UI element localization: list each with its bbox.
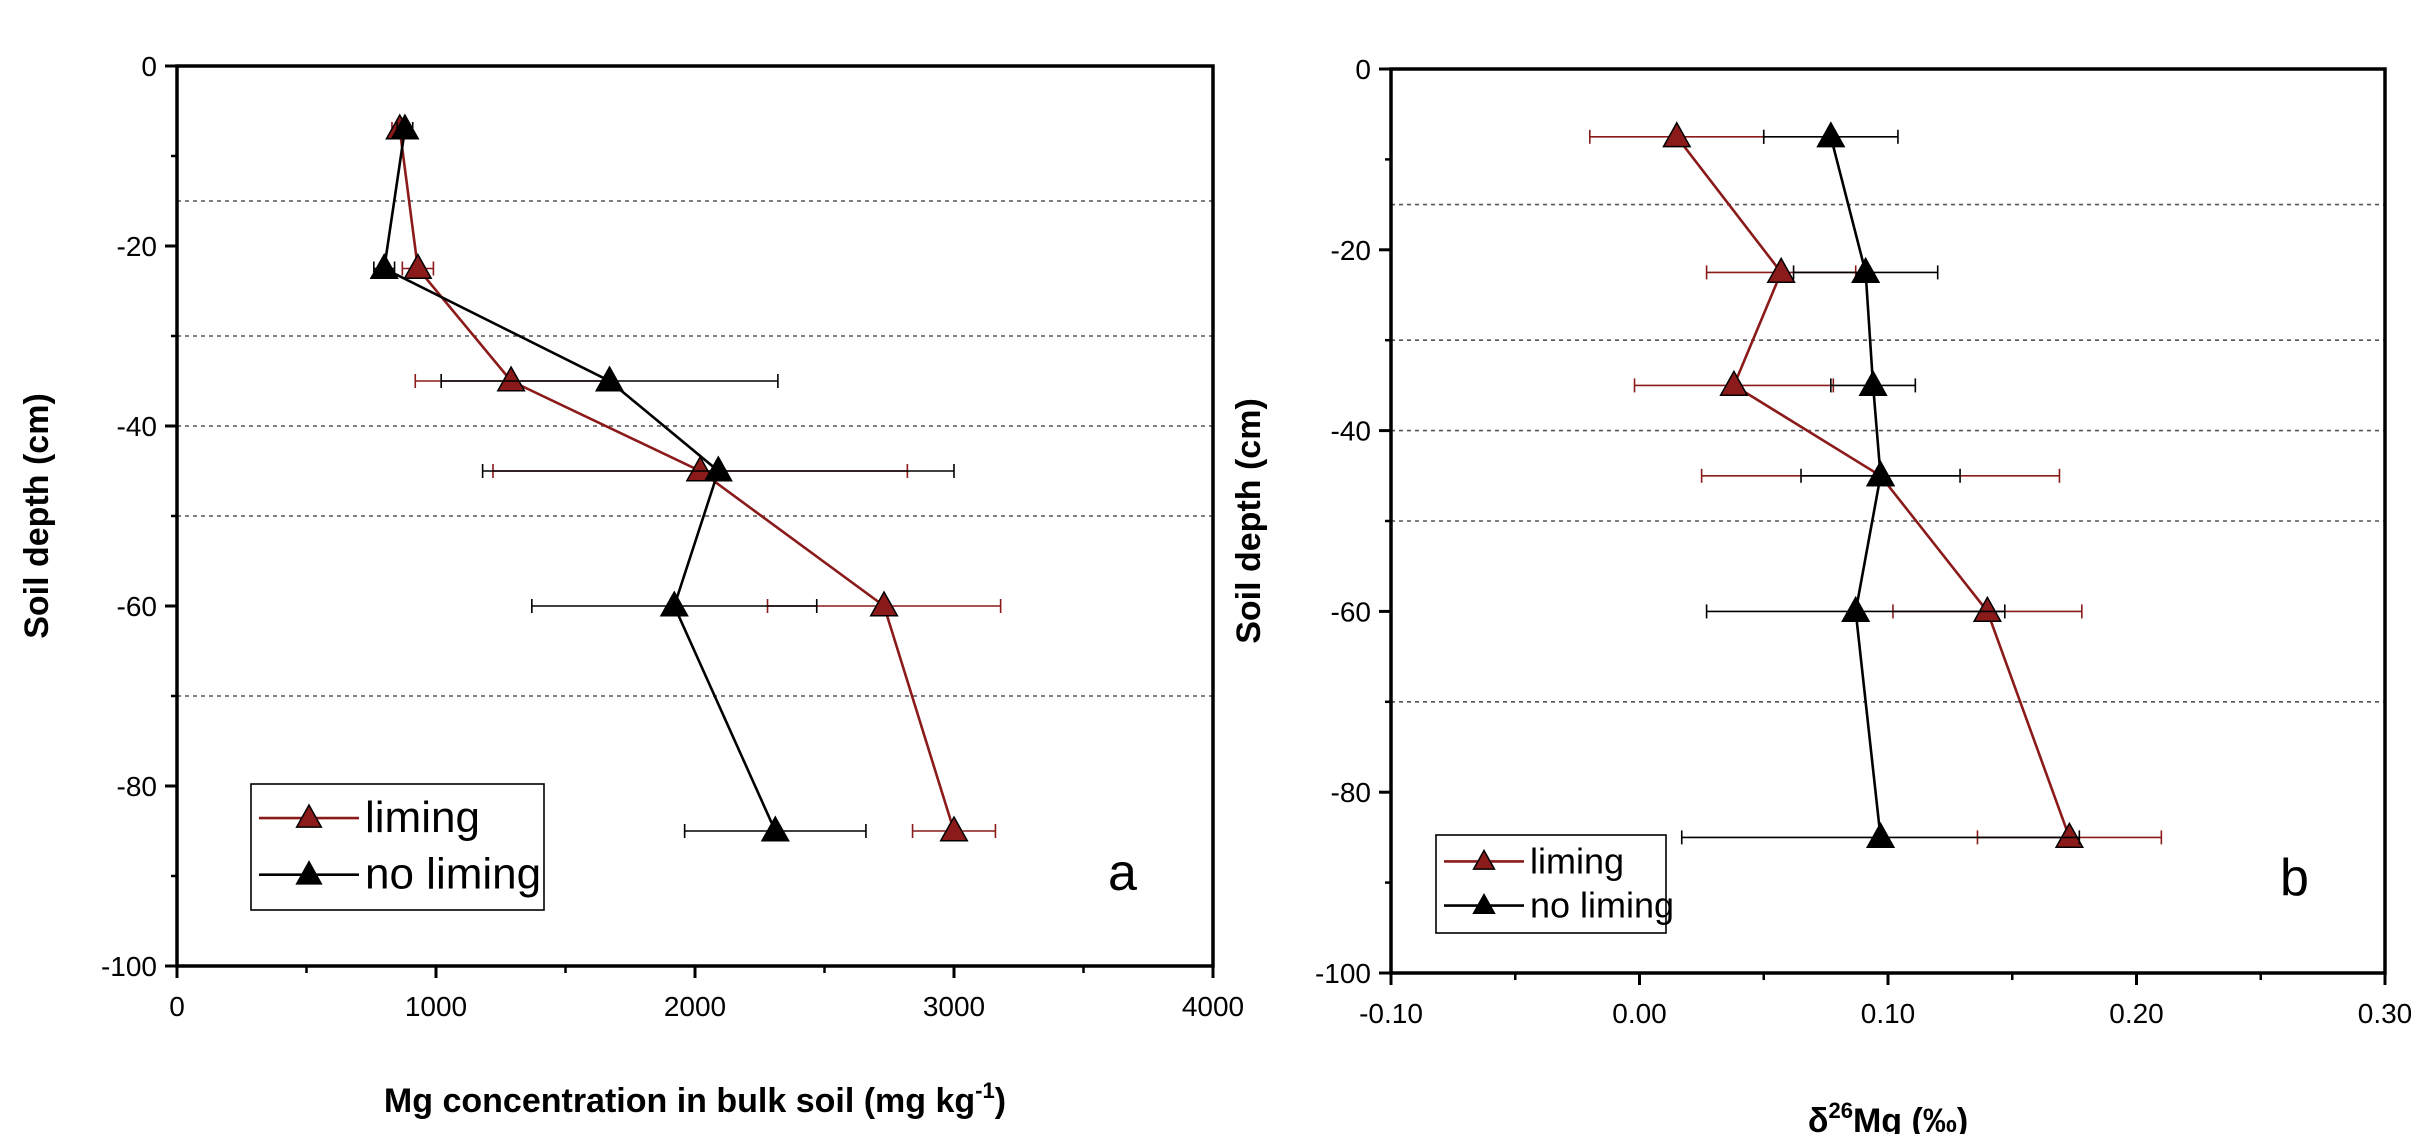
series-line-no-liming: [382, 128, 777, 832]
x-tick-label: 4000: [1182, 991, 1244, 1022]
y-tick-label: -40: [117, 411, 157, 442]
panel-letter: a: [1108, 844, 1137, 902]
data-point-no-liming: [1851, 256, 1881, 283]
data-point-no-liming: [659, 590, 689, 617]
data-point-no-liming: [1816, 121, 1846, 148]
x-axis-title-main: Mg concentration in bulk soil (mg kg: [384, 1082, 975, 1120]
y-tick-label: -80: [1331, 777, 1371, 808]
y-tick-label: -100: [1315, 958, 1371, 989]
y-tick-label: -100: [101, 951, 157, 982]
x-tick-label: 0.10: [1861, 998, 1916, 1029]
y-tick-label: -20: [117, 231, 157, 262]
x-tick-label: 0.30: [2358, 998, 2411, 1029]
data-point-liming: [403, 252, 433, 280]
data-point-liming: [939, 815, 969, 842]
x-tick-label: -0.10: [1359, 998, 1423, 1029]
legend-label: liming: [1530, 840, 1624, 881]
panel-a-chart: 0 -20 -40 -60 -80 -100 0 1000 2000 3000 4000 Soil d…: [18, 51, 1244, 1120]
x-tick-label: 0.00: [1612, 998, 1667, 1029]
x-tick-label: 0.20: [2109, 998, 2164, 1029]
data-point-liming: [869, 590, 899, 617]
data-point-no-liming: [703, 455, 733, 482]
data-point-no-liming: [1841, 595, 1871, 622]
series-line-no-liming: [1829, 136, 1882, 838]
data-point-liming: [1662, 121, 1692, 148]
x-axis-title-end: ): [995, 1082, 1006, 1120]
x-tick-label: 3000: [923, 991, 985, 1022]
y-axis-title: Soil depth (cm): [18, 393, 56, 639]
data-point-no-liming: [1858, 369, 1888, 396]
data-point-no-liming: [1865, 460, 1896, 487]
legend-box: [250, 783, 545, 911]
y-axis-title: Soil depth (cm): [1230, 398, 1268, 644]
y-tick-label: -80: [117, 771, 157, 802]
x-tick-label: 0: [169, 991, 185, 1022]
legend-label: no liming: [365, 850, 541, 899]
legend-marker: [295, 803, 323, 828]
legend-marker: [295, 860, 323, 885]
y-tick-label: -20: [1331, 235, 1371, 266]
data-point-liming: [1719, 369, 1749, 396]
data-point-no-liming: [594, 365, 625, 392]
legend-label: liming: [365, 793, 480, 842]
data-point-liming: [496, 365, 526, 392]
data-point-liming: [685, 455, 715, 482]
panel-letter: b: [2280, 849, 2309, 907]
y-tick-label: 0: [1355, 54, 1371, 85]
legend-label: no liming: [1530, 885, 1674, 926]
x-axis-title: Mg concentration in bulk soil (mg kg-1): [384, 1078, 1006, 1120]
data-point-liming: [2054, 821, 2084, 848]
x-tick-label: 2000: [664, 991, 726, 1022]
legend-box: [1435, 834, 1667, 934]
series-line-liming: [398, 128, 956, 832]
y-tick-label: -60: [1331, 596, 1371, 627]
series-line-liming: [1675, 136, 2071, 838]
x-tick-label: 1000: [405, 991, 467, 1022]
x-axis-title-sup: 26: [1828, 1098, 1852, 1123]
x-axis-title: δ26Mg (‰): [1808, 1098, 1968, 1134]
y-tick-label: -60: [117, 591, 157, 622]
x-axis-title-main: δ: [1808, 1102, 1829, 1134]
y-tick-label: -40: [1331, 416, 1371, 447]
data-point-no-liming: [1865, 821, 1896, 848]
data-point-liming: [1766, 256, 1796, 283]
data-point-no-liming: [390, 113, 420, 140]
data-point-liming: [1972, 595, 2002, 622]
x-axis-title-end: Mg (‰): [1853, 1102, 1968, 1134]
data-point-no-liming: [369, 252, 399, 280]
y-tick-label: 0: [141, 51, 157, 82]
panel-b-chart: 0 -20 -40 -60 -80 -100 -0.10 0.00 0.10 0.20 0.30 So…: [1230, 54, 2411, 1134]
x-axis-title-sup: -1: [975, 1078, 995, 1103]
legend-marker: [1472, 893, 1496, 915]
data-point-no-liming: [760, 815, 790, 842]
legend-marker: [1472, 848, 1496, 870]
